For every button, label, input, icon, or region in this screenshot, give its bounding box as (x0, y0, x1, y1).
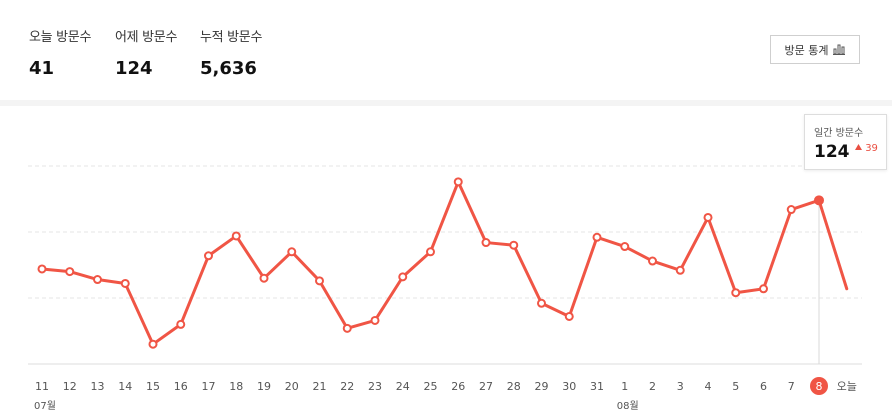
data-point (231, 231, 241, 241)
x-tick-label: 21 (313, 380, 327, 393)
x-tick-label: 26 (451, 380, 465, 393)
data-point (65, 267, 75, 277)
x-tick-label: 22 (340, 380, 354, 393)
yesterday-visits-label: 어제 방문수 (115, 30, 178, 45)
today-visits: 오늘 방문수 41 (29, 26, 91, 79)
data-point (148, 339, 158, 349)
x-tick-label: 20 (285, 380, 299, 393)
tooltip-label: 일간 방문수 (814, 128, 864, 139)
data-point (342, 323, 352, 333)
x-tick-label: 19 (257, 380, 271, 393)
data-point (370, 315, 380, 325)
x-tick-label: 12 (63, 380, 77, 393)
data-point (703, 212, 713, 222)
total-visits-value: 5,636 (200, 58, 257, 79)
today-visits-label: 오늘 방문수 (29, 30, 92, 45)
x-tick-label: 29 (535, 380, 549, 393)
x-tick-label: 2 (649, 380, 656, 393)
data-point (453, 177, 463, 187)
x-tick-label: 24 (396, 380, 410, 393)
data-point (426, 247, 435, 257)
data-point (93, 275, 102, 285)
daily-visits-chart-area (0, 100, 892, 415)
x-tick-label: 3 (677, 380, 684, 393)
x-tick-label: 23 (368, 380, 382, 393)
x-tick-label: 11 (35, 380, 49, 393)
data-point-highlight (814, 195, 824, 206)
data-point (759, 284, 768, 294)
x-tick-label: 13 (91, 380, 105, 393)
x-tick-label: 5 (732, 380, 739, 393)
daily-visits-tooltip: 일간 방문수 124 39 (804, 114, 887, 170)
data-point (204, 251, 213, 261)
x-tick-label: 오늘 (837, 380, 857, 393)
data-point (786, 205, 796, 215)
visit-stats-button-label: 방문 통계 (784, 43, 829, 57)
data-point (648, 256, 657, 266)
yesterday-visits: 어제 방문수 124 (115, 26, 177, 79)
x-tick-label: 7 (788, 380, 795, 393)
x-tick-label: 6 (760, 380, 767, 393)
x-tick-label: 1 (621, 380, 628, 393)
data-point (537, 298, 546, 308)
data-point (509, 240, 519, 250)
x-tick-label: 18 (229, 380, 243, 393)
data-point (398, 272, 408, 282)
visit-stats-bar: 오늘 방문수 41 어제 방문수 124 누적 방문수 5,636 방문 통계 (0, 0, 892, 101)
data-point (315, 276, 324, 286)
data-point (176, 319, 186, 329)
month-label: 07월 (34, 400, 56, 412)
total-visits: 누적 방문수 5,636 (200, 26, 262, 79)
x-tick-label: 27 (479, 380, 493, 393)
x-tick-label-selected: 8 (816, 380, 823, 393)
x-tick-label: 25 (424, 380, 438, 393)
data-point (287, 247, 297, 257)
tooltip-delta-value: 39 (865, 143, 878, 154)
x-tick-label: 31 (590, 380, 604, 393)
x-tick-label: 17 (202, 380, 216, 393)
total-visits-label: 누적 방문수 (200, 30, 263, 45)
x-tick-label: 15 (146, 380, 160, 393)
data-point (564, 311, 574, 321)
today-visits-value: 41 (29, 58, 55, 79)
series-line (40, 180, 849, 346)
x-tick-label: 16 (174, 380, 188, 393)
x-tick-label: 28 (507, 380, 521, 393)
tooltip-value: 124 (814, 142, 850, 162)
data-point (120, 278, 130, 288)
data-point (731, 288, 741, 298)
yesterday-visits-value: 124 (115, 58, 153, 79)
month-label: 08월 (617, 400, 639, 412)
data-point (620, 242, 630, 252)
data-point (37, 264, 47, 274)
x-tick-label: 4 (705, 380, 712, 393)
data-point (592, 232, 602, 242)
visit-stats-button[interactable]: 방문 통계 (770, 35, 860, 64)
selected-day-badge (810, 377, 828, 395)
data-point (481, 238, 491, 248)
bar-chart-icon (833, 44, 846, 55)
triangle-up-icon (855, 144, 862, 150)
tooltip-delta: 39 (855, 143, 878, 154)
data-point (675, 265, 685, 275)
data-point (259, 273, 269, 283)
x-tick-label: 30 (562, 380, 576, 393)
x-tick-label: 14 (118, 380, 132, 393)
